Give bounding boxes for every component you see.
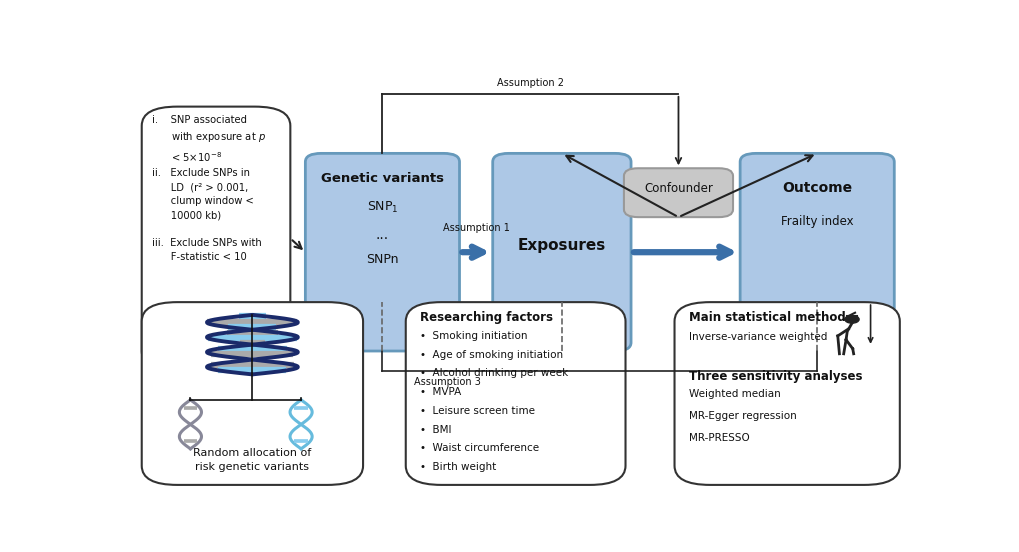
Text: iii.  Exclude SNPs with
      F-statistic < 10: iii. Exclude SNPs with F-statistic < 10 [152, 238, 262, 262]
Text: •  BMI: • BMI [420, 424, 451, 434]
Text: SNPn: SNPn [366, 253, 398, 266]
Text: Confounder: Confounder [643, 182, 712, 195]
Text: ...: ... [376, 228, 388, 242]
Text: SNP$_1$: SNP$_1$ [366, 200, 397, 215]
Text: Assumption 3: Assumption 3 [414, 376, 481, 386]
FancyBboxPatch shape [142, 302, 363, 485]
Text: Weighted median: Weighted median [688, 389, 780, 399]
FancyBboxPatch shape [142, 107, 290, 370]
Text: •  Leisure screen time: • Leisure screen time [420, 406, 534, 416]
Text: MR-PRESSO: MR-PRESSO [688, 433, 749, 443]
Text: Researching factors: Researching factors [420, 311, 552, 325]
FancyBboxPatch shape [674, 302, 899, 485]
Text: Frailty index: Frailty index [781, 215, 853, 228]
FancyBboxPatch shape [740, 153, 894, 351]
Text: •  Birth weight: • Birth weight [420, 462, 496, 472]
Text: •  MVPA: • MVPA [420, 387, 461, 397]
Text: Main statistical method: Main statistical method [688, 311, 845, 325]
FancyBboxPatch shape [305, 153, 460, 351]
Text: •  Waist circumference: • Waist circumference [420, 443, 539, 453]
Text: •  Alcohol drinking per week: • Alcohol drinking per week [420, 368, 568, 379]
Text: Random allocation of
risk genetic variants: Random allocation of risk genetic varian… [193, 448, 311, 471]
Text: •  Smoking initiation: • Smoking initiation [420, 331, 527, 341]
FancyBboxPatch shape [406, 302, 625, 485]
Text: Outcome: Outcome [782, 181, 852, 195]
Text: Inverse-variance weighted: Inverse-variance weighted [688, 332, 826, 342]
Text: •  Age of smoking initiation: • Age of smoking initiation [420, 350, 562, 360]
Text: Three sensitivity analyses: Three sensitivity analyses [688, 370, 861, 383]
Text: ii.   Exclude SNPs in
      LD  (r² > 0.001,
      clump window <
      10000 kb: ii. Exclude SNPs in LD (r² > 0.001, clum… [152, 168, 254, 220]
Text: Exposures: Exposures [518, 238, 605, 253]
Text: Assumption 2: Assumption 2 [496, 78, 564, 88]
Circle shape [844, 316, 858, 323]
Text: Assumption 1: Assumption 1 [442, 223, 510, 233]
FancyBboxPatch shape [492, 153, 631, 351]
Text: i.    SNP associated
      with exposure at $p$
      < 5×10$^{-8}$: i. SNP associated with exposure at $p$ <… [152, 115, 266, 164]
Text: Genetic variants: Genetic variants [321, 172, 443, 185]
FancyBboxPatch shape [624, 168, 733, 217]
Text: MR-Egger regression: MR-Egger regression [688, 411, 796, 421]
